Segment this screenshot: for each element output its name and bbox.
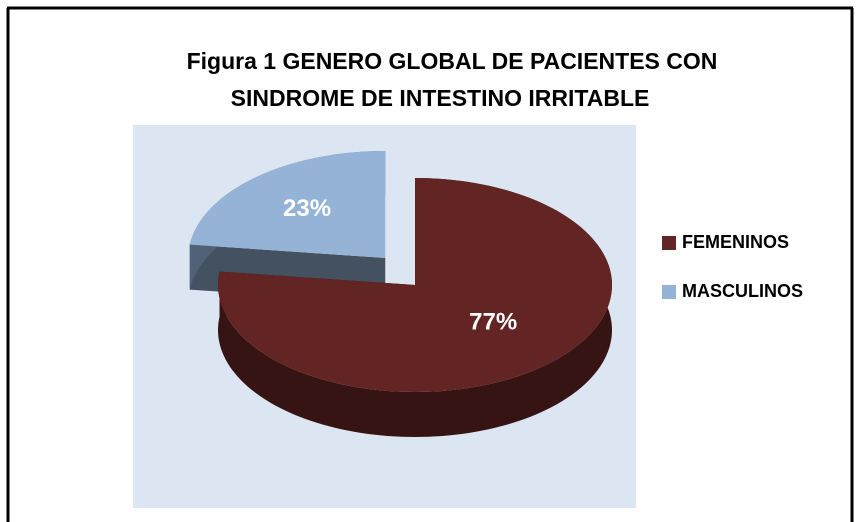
slice [218, 178, 612, 392]
chart-title: SINDROME DE INTESTINO IRRITABLE [231, 85, 650, 111]
legend-label: FEMENINOS [682, 232, 789, 252]
legend-swatch [662, 285, 676, 299]
data-label: 77% [469, 309, 517, 336]
data-label: 23% [283, 195, 331, 222]
slice [189, 150, 386, 258]
legend-label: MASCULINOS [682, 281, 803, 301]
legend-swatch [662, 236, 676, 250]
chart-title: Figura 1 GENERO GLOBAL DE PACIENTES CON [187, 48, 718, 74]
